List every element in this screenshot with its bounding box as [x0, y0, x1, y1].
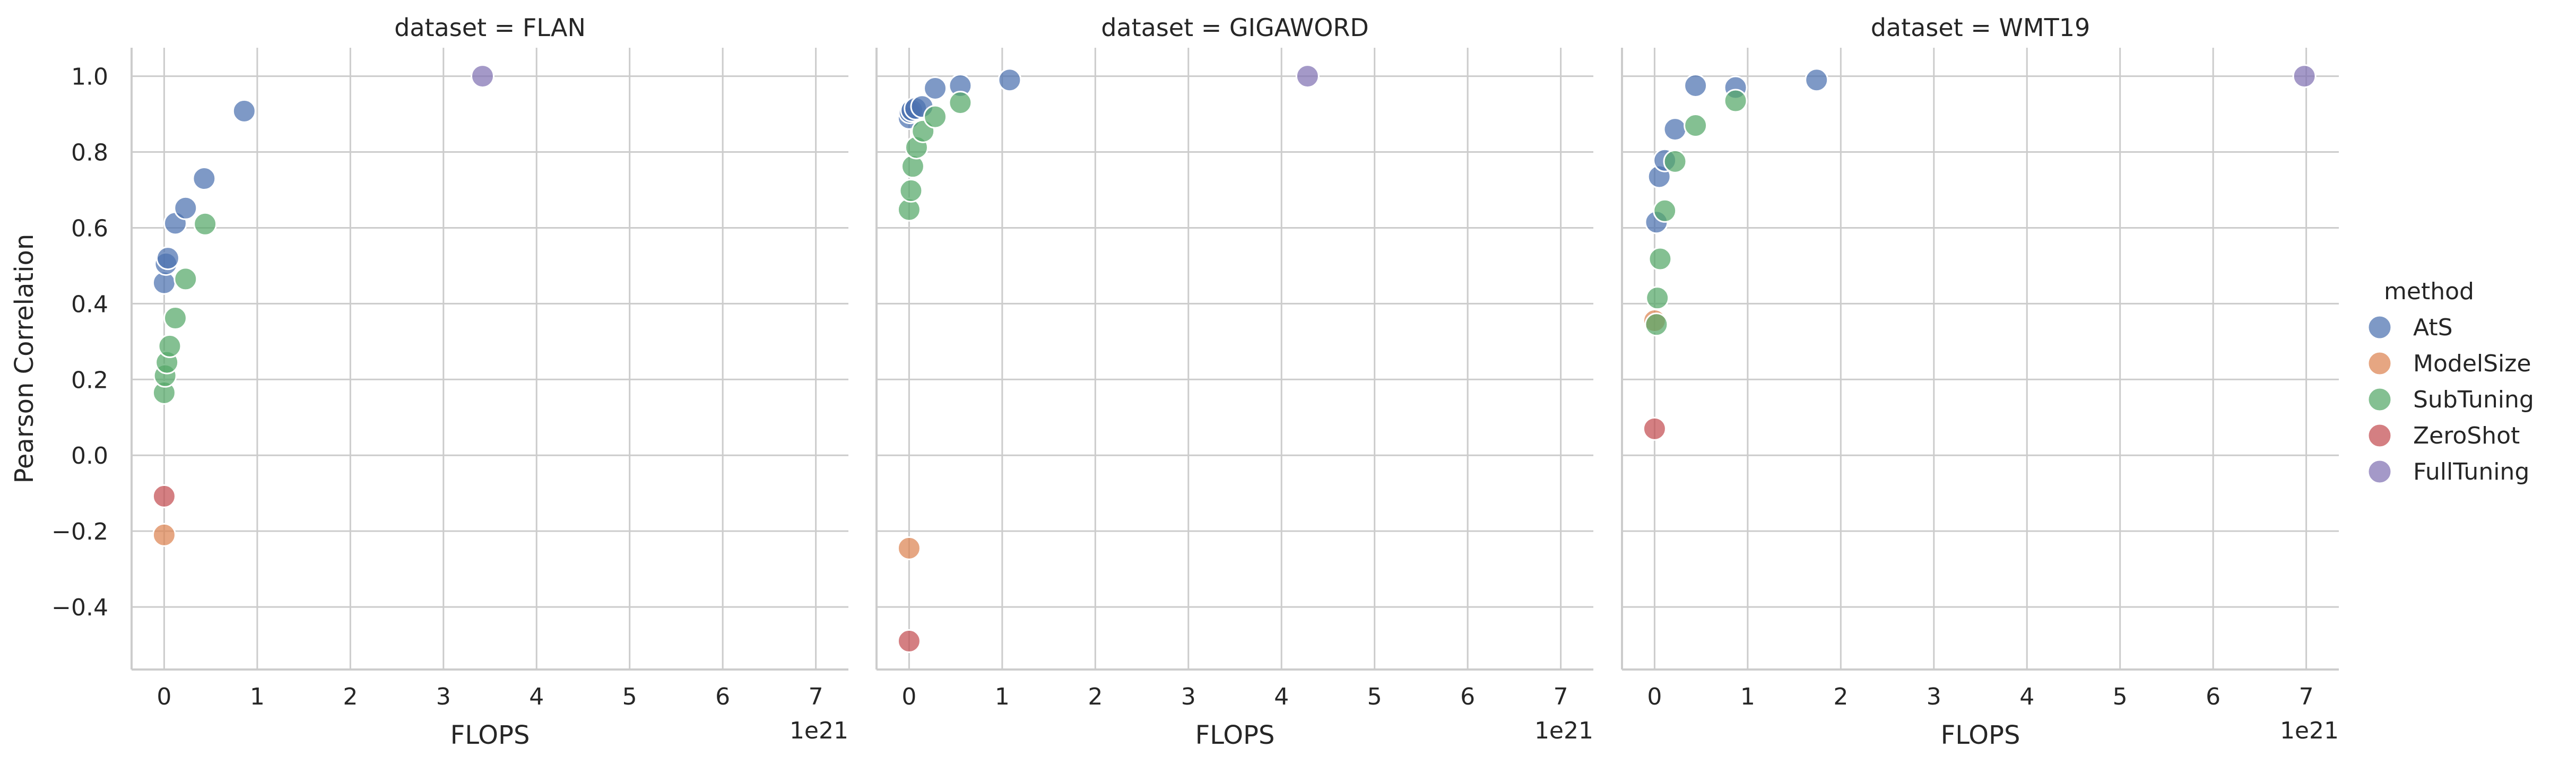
y-tick-label: 1.0 — [71, 64, 108, 91]
x-tick-label: 3 — [1927, 683, 1941, 710]
x-tick-label: 5 — [622, 683, 637, 710]
x-offset-label: 1e21 — [790, 717, 848, 744]
point-ats — [1684, 73, 1708, 98]
point-subtuning — [923, 105, 948, 129]
x-axis-label: FLOPS — [1195, 720, 1275, 750]
point-subtuning — [1645, 286, 1670, 310]
legend-items: AtS ModelSize SubTuning ZeroShot FullTuning — [2367, 314, 2534, 485]
point-subtuning — [1648, 247, 1672, 271]
point-zeroshot — [152, 484, 176, 508]
point-subtuning — [899, 178, 923, 203]
x-axis-label: FLOPS — [1941, 720, 2020, 750]
x-tick-label: 4 — [2019, 683, 2034, 710]
x-tick-label: 2 — [1088, 683, 1103, 710]
x-tick-label: 5 — [1367, 683, 1382, 710]
point-modelsize — [152, 523, 176, 547]
legend-label: FullTuning — [2413, 458, 2529, 485]
x-offset-label: 1e21 — [2280, 717, 2339, 744]
y-tick-label: −0.2 — [51, 518, 108, 545]
panel-2: 0 1 2 3 4 5 6 7 dataset = WMT19 FLOPS 1e21 — [1621, 13, 2339, 750]
legend: method AtS ModelSize SubTuning ZeroShot Full… — [2367, 278, 2534, 485]
x-tick-label: 4 — [1274, 683, 1289, 710]
y-axis-label: Pearson Correlation — [10, 234, 39, 484]
legend-marker-subtuning — [2367, 387, 2392, 412]
x-tick-label: 1 — [995, 683, 1010, 710]
point-fulltuning — [470, 64, 495, 89]
point-zeroshot — [897, 629, 921, 653]
x-tick-label: 7 — [1554, 683, 1568, 710]
point-zeroshot — [1642, 416, 1667, 441]
legend-marker-ats — [2367, 315, 2392, 340]
point-subtuning — [193, 212, 218, 236]
x-axis-label: FLOPS — [450, 720, 530, 750]
panel-0: 0 1 2 3 4 5 6 7 1.0 0.8 0.6 0.4 0.2 0.0 −0.2 −0.4 datase… — [10, 13, 848, 750]
point-subtuning — [948, 91, 973, 115]
point-ats — [232, 99, 256, 123]
x-tick-label: 6 — [2206, 683, 2221, 710]
point-subtuning — [1684, 114, 1708, 137]
point-ats — [923, 76, 948, 100]
point-ats — [155, 246, 180, 271]
x-tick-label: 0 — [901, 683, 916, 710]
point-ats — [1805, 68, 1829, 92]
y-tick-label: 0.2 — [71, 367, 108, 394]
point-ats — [998, 68, 1022, 92]
x-tick-label: 4 — [529, 683, 544, 710]
x-tick-label: 2 — [343, 683, 358, 710]
x-tick-label: 0 — [1647, 683, 1662, 710]
panel-title: dataset = GIGAWORD — [1101, 13, 1369, 42]
legend-marker-fulltuning — [2367, 459, 2392, 484]
legend-label: SubTuning — [2413, 386, 2534, 413]
x-tick-label: 3 — [1181, 683, 1196, 710]
y-tick-label: 0.0 — [71, 442, 108, 470]
x-tick-label: 6 — [715, 683, 730, 710]
point-subtuning — [174, 267, 198, 291]
point-fulltuning — [1295, 64, 1320, 89]
y-tick-label: 0.8 — [71, 140, 108, 167]
legend-marker-zeroshot — [2367, 423, 2392, 448]
point-subtuning — [1723, 89, 1748, 113]
legend-label: ZeroShot — [2413, 422, 2520, 449]
panel-1: 0 1 2 3 4 5 6 7 dataset = GIGAWORD FLOPS 1e21 — [875, 13, 1593, 750]
x-tick-label: 1 — [250, 683, 265, 710]
y-tick-label: 0.4 — [71, 291, 108, 318]
point-subtuning — [158, 334, 182, 358]
x-offset-label: 1e21 — [1534, 717, 1593, 744]
legend-label: ModelSize — [2413, 350, 2531, 377]
point-ats — [1663, 117, 1687, 142]
point-subtuning — [1663, 149, 1687, 173]
panels: 0 1 2 3 4 5 6 7 1.0 0.8 0.6 0.4 0.2 0.0 −0.2 −0.4 datase… — [10, 13, 2339, 750]
y-tick-label: −0.4 — [51, 594, 108, 621]
y-tick-label: 0.6 — [71, 215, 108, 242]
point-subtuning — [1653, 198, 1677, 223]
point-ats — [174, 196, 198, 220]
x-tick-label: 7 — [809, 683, 823, 710]
legend-marker-modelsize — [2367, 351, 2392, 376]
point-fulltuning — [2292, 64, 2317, 89]
x-tick-label: 1 — [1740, 683, 1755, 710]
x-tick-label: 0 — [157, 683, 171, 710]
point-subtuning — [1644, 312, 1669, 337]
panel-title: dataset = WMT19 — [1871, 13, 2091, 42]
x-tick-label: 7 — [2299, 683, 2314, 710]
point-subtuning — [163, 306, 187, 331]
legend-title: method — [2384, 278, 2474, 305]
x-tick-label: 6 — [1460, 683, 1475, 710]
x-tick-label: 2 — [1833, 683, 1848, 710]
point-modelsize — [897, 536, 921, 560]
x-tick-label: 5 — [2113, 683, 2128, 710]
panel-title: dataset = FLAN — [394, 13, 586, 42]
point-ats — [192, 167, 216, 191]
x-tick-label: 3 — [436, 683, 451, 710]
legend-label: AtS — [2413, 314, 2453, 341]
